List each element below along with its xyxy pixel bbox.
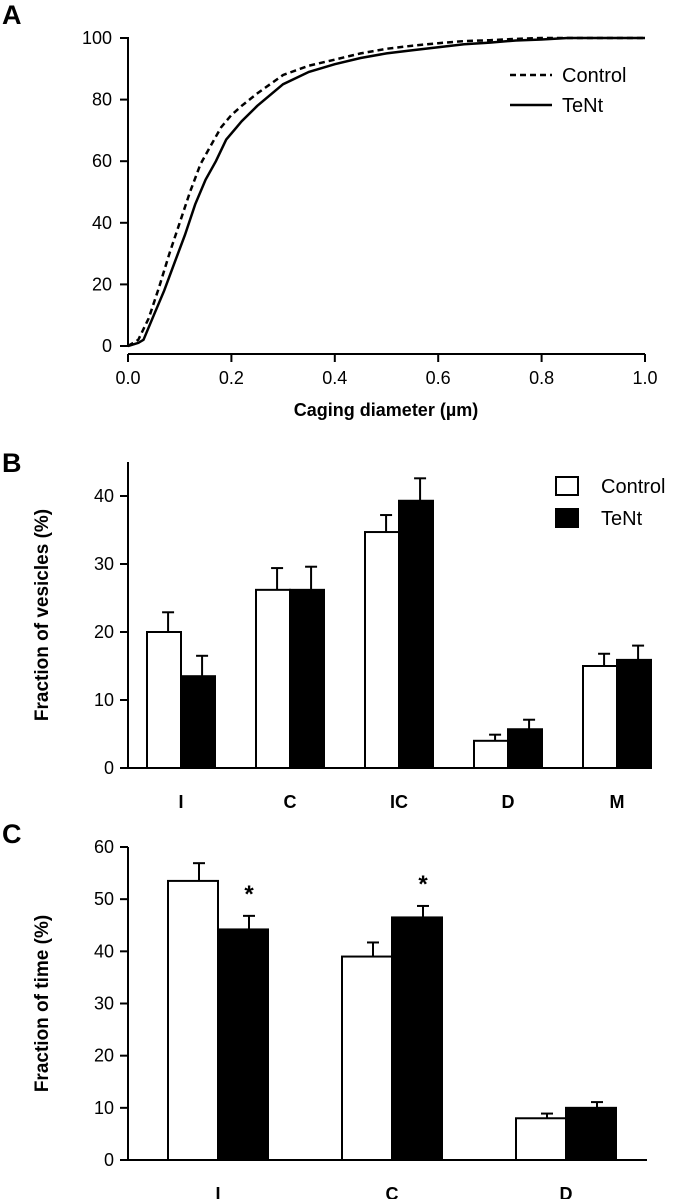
y-tick-label: 10 bbox=[94, 690, 114, 710]
y-tick-label: 0 bbox=[104, 758, 114, 778]
panel-a-line-chart: 0 20 40 60 80 100 0.0 0.2 0.4 0.6 0.8 1.0 Caging dia… bbox=[82, 28, 658, 420]
bar-control bbox=[167, 879, 219, 1161]
y-tick-label: 0 bbox=[104, 1150, 114, 1170]
bar-tent bbox=[391, 916, 443, 1161]
y-tick-label: 20 bbox=[94, 622, 114, 642]
x-axis-label: Caging diameter (µm) bbox=[294, 400, 478, 420]
x-tick-label: 0.8 bbox=[529, 368, 554, 388]
y-tick-label: 50 bbox=[94, 889, 114, 909]
panel-letter-c: C bbox=[2, 819, 22, 849]
significance-marker: * bbox=[244, 881, 254, 908]
bar-control bbox=[364, 531, 400, 769]
y-tick-label: 10 bbox=[94, 1098, 114, 1118]
significance-marker: * bbox=[418, 871, 428, 898]
legend-label-tent: TeNt bbox=[562, 95, 604, 117]
category-label: C bbox=[284, 792, 297, 812]
y-axis-label: Fraction of vesicles (%) bbox=[32, 509, 53, 721]
control-series-line bbox=[127, 36, 645, 348]
bar-control bbox=[515, 1117, 567, 1162]
tent-series-line bbox=[127, 36, 645, 348]
legend-swatch-tent bbox=[555, 508, 579, 528]
x-tick-label: 0.6 bbox=[426, 368, 451, 388]
category-label: IC bbox=[390, 792, 408, 812]
category-label: C bbox=[386, 1184, 399, 1199]
panel-c-bar-chart: 0 10 20 30 40 50 60 Fraction of time (%) I * C * D bbox=[32, 837, 647, 1199]
x-tick-label: 1.0 bbox=[632, 368, 657, 388]
bar-tent bbox=[180, 675, 216, 770]
bar-control bbox=[255, 588, 291, 770]
legend-label-control: Control bbox=[562, 65, 626, 87]
legend-label-control: Control bbox=[601, 476, 665, 498]
panel-letter-a: A bbox=[2, 0, 22, 30]
category-label: I bbox=[215, 1184, 220, 1199]
bar-tent bbox=[565, 1106, 617, 1162]
y-tick-label: 20 bbox=[92, 274, 112, 294]
bar-control bbox=[582, 665, 618, 769]
bar-tent bbox=[289, 588, 325, 770]
y-tick-label: 30 bbox=[94, 994, 114, 1014]
y-tick-label: 40 bbox=[94, 486, 114, 506]
bar-tent bbox=[507, 728, 543, 769]
y-tick-label: 0 bbox=[102, 336, 112, 356]
x-tick-label: 0.4 bbox=[322, 368, 347, 388]
bar-tent bbox=[398, 499, 434, 769]
y-tick-label: 60 bbox=[94, 837, 114, 857]
y-tick-label: 100 bbox=[82, 28, 112, 48]
bar-control bbox=[341, 955, 393, 1161]
y-tick-label: 20 bbox=[94, 1046, 114, 1066]
bar-control bbox=[146, 631, 182, 769]
y-tick-label: 80 bbox=[92, 90, 112, 110]
y-axis-label: Fraction of time (%) bbox=[32, 915, 53, 1092]
y-tick-label: 40 bbox=[92, 213, 112, 233]
y-tick-label: 40 bbox=[94, 941, 114, 961]
bar-tent bbox=[217, 928, 269, 1161]
panel-letter-b: B bbox=[2, 448, 22, 478]
category-label: D bbox=[502, 792, 515, 812]
bar-tent bbox=[616, 658, 652, 770]
category-label: M bbox=[610, 792, 625, 812]
y-tick-label: 30 bbox=[94, 554, 114, 574]
category-label: I bbox=[178, 792, 183, 812]
category-label: D bbox=[560, 1184, 573, 1199]
y-tick-label: 60 bbox=[92, 151, 112, 171]
x-tick-label: 0.0 bbox=[115, 368, 140, 388]
legend-label-tent: TeNt bbox=[601, 508, 643, 530]
bar-control bbox=[473, 739, 509, 769]
legend-swatch-control bbox=[555, 476, 579, 496]
x-tick-label: 0.2 bbox=[219, 368, 244, 388]
